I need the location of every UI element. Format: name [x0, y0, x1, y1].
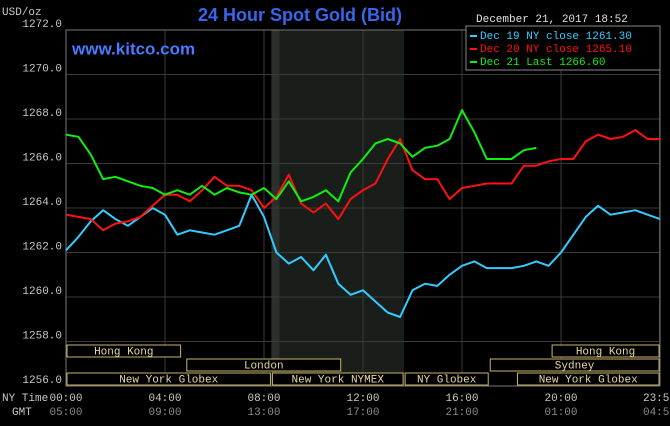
timestamp: December 21, 2017 18:52 [476, 14, 628, 26]
x-tick-label: 00:00 [49, 393, 82, 405]
y-tick-label: 1264.0 [22, 197, 62, 209]
x-tick-label: 08:00 [247, 393, 280, 405]
y-tick-label: 1268.0 [22, 108, 62, 120]
session-label: NY Globex [417, 374, 477, 386]
gmt-tick-label: 21:00 [445, 407, 478, 419]
x-tick-label: 12:00 [346, 393, 379, 405]
session-bar [66, 344, 182, 358]
legend-label: Dec 20 NY close 1265.10 [480, 44, 632, 56]
gmt-tick-label: 04:59 [643, 407, 670, 419]
session-bar [551, 344, 660, 358]
x-tick-label: 04:00 [148, 393, 181, 405]
session-label: Hong Kong [576, 346, 635, 358]
ny-time-label: NY Time [2, 393, 48, 405]
session-label: New York NYMEX [292, 374, 385, 386]
session-label: New York Globex [119, 374, 218, 386]
gmt-label: GMT [12, 407, 32, 419]
session-bar [186, 358, 342, 372]
y-tick-label: 1262.0 [22, 241, 62, 253]
legend-box [465, 25, 661, 71]
gmt-tick-label: 17:00 [346, 407, 379, 419]
gmt-tick-label: 05:00 [49, 407, 82, 419]
legend-label: Dec 21 Last 1266.60 [480, 57, 605, 69]
gmt-tick-label: 09:00 [148, 407, 181, 419]
chart-title: 24 Hour Spot Gold (Bid) [198, 5, 402, 25]
session-label: New York Globex [539, 374, 638, 386]
session-label: Hong Kong [94, 346, 153, 358]
x-tick-label: 23:59 [643, 393, 670, 405]
gmt-tick-label: 01:00 [544, 407, 577, 419]
session-bar [516, 372, 660, 386]
session-label: London [244, 360, 284, 372]
plot-frame [65, 29, 661, 387]
y-tick-label: 1258.0 [22, 330, 62, 342]
session-bar [404, 372, 489, 386]
y-tick-label: 1270.0 [22, 63, 62, 75]
y-tick-label: 1272.0 [22, 19, 62, 31]
legend-label: Dec 19 NY close 1261.30 [480, 31, 632, 43]
website: www.kitco.com [71, 39, 195, 58]
gmt-tick-label: 13:00 [247, 407, 280, 419]
session-bar [271, 372, 404, 386]
series-line [65, 193, 661, 318]
x-tick-label: 20:00 [544, 393, 577, 405]
session-label: Sydney [555, 360, 595, 372]
x-tick-label: 16:00 [445, 393, 478, 405]
y-tick-label: 1260.0 [22, 286, 62, 298]
unit-label: USD/oz [2, 7, 42, 19]
y-tick-label: 1266.0 [22, 152, 62, 164]
series-line [65, 109, 537, 203]
y-tick-label: 1256.0 [22, 375, 62, 387]
session-bar [66, 372, 271, 386]
session-bar [489, 358, 660, 372]
